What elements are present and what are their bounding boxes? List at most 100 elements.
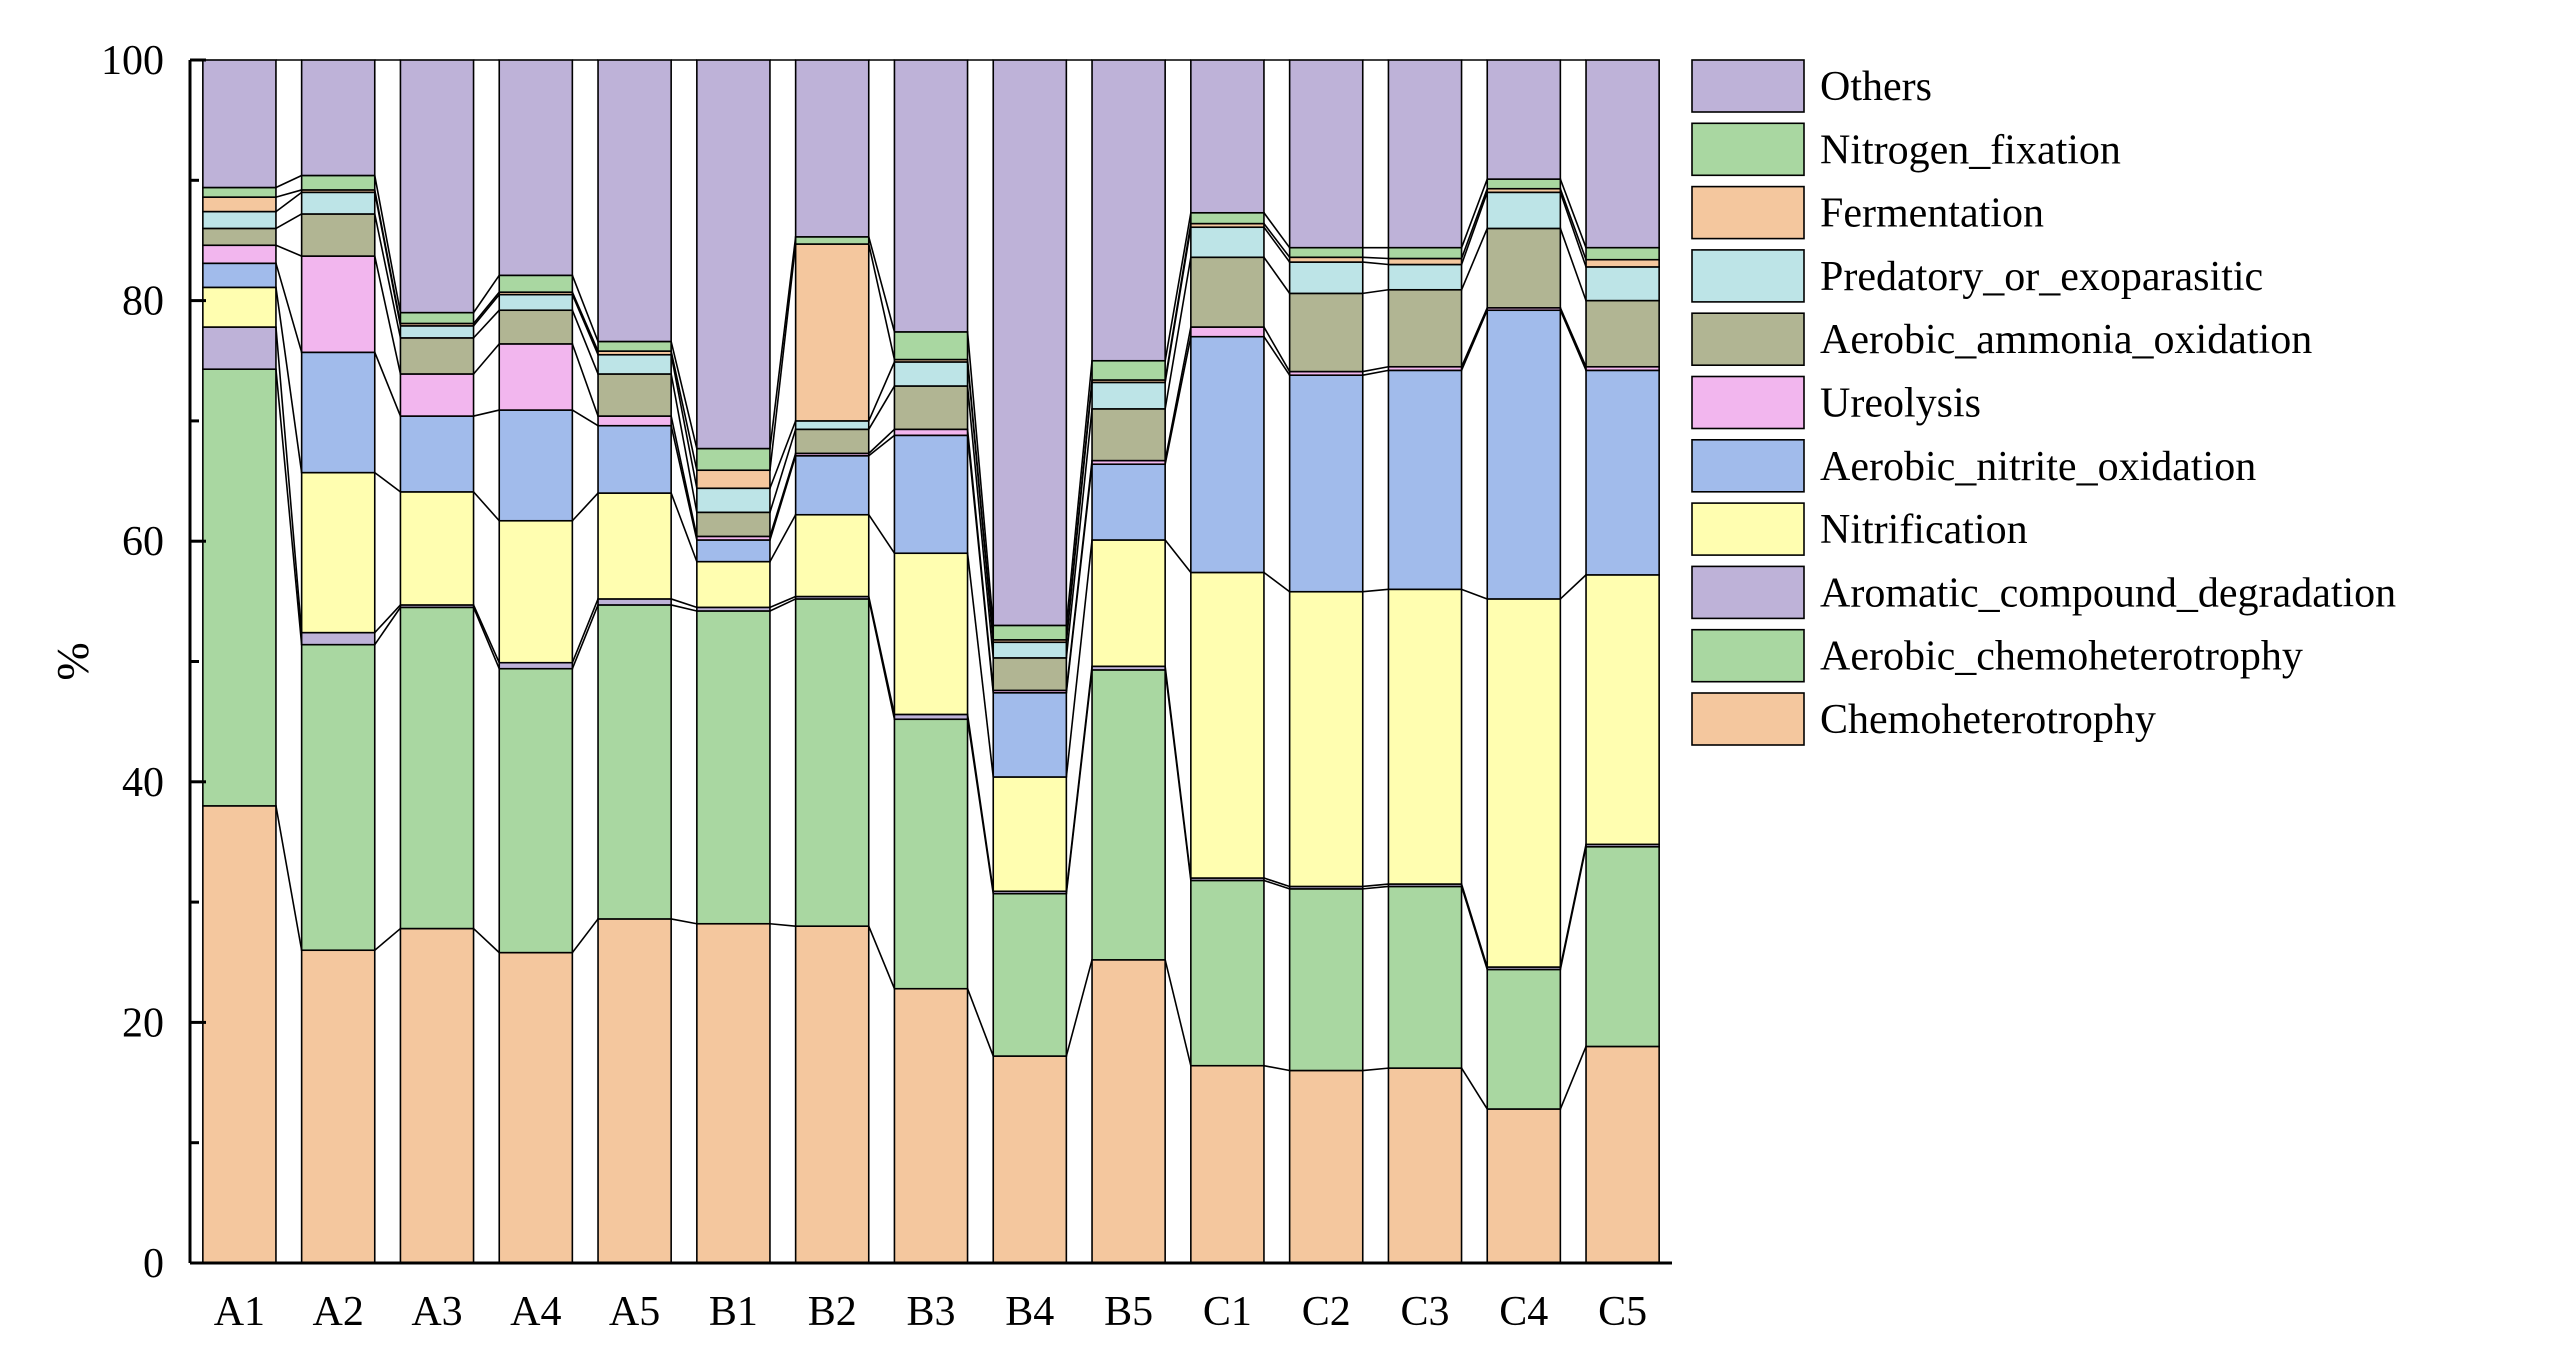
x-tick-label-c5: C5 [1598, 1289, 1647, 1335]
legend-label-ureolysis: Ureolysis [1820, 381, 1981, 427]
bar-segment-a4-nitrogen-fixation [498, 274, 574, 293]
bar-segment-b5-nitrogen-fixation [1091, 359, 1166, 381]
bar-segment-c3-others [1387, 59, 1463, 249]
connector-b2-b3-nitrification [868, 514, 896, 554]
connector-a3-a4-nitrification [472, 491, 500, 522]
connector-c1-c2-aerobic-chemoheterotrophy [1263, 879, 1290, 890]
bar-segment-b2-chemoheterotrophy [794, 925, 870, 1264]
bar-segment-a2-ureolysis [300, 255, 376, 354]
x-tick-label-c1: C1 [1203, 1289, 1252, 1335]
bar-segment-a5-chemoheterotrophy [597, 918, 672, 1264]
bar-segment-b1-nitrification [696, 560, 771, 609]
bar-segment-c2-nitrification [1288, 590, 1364, 888]
connector-c4-c5-aromatic-compound-degradation [1559, 844, 1587, 968]
bar-segment-c2-aerobic-chemoheterotrophy [1288, 888, 1364, 1072]
legend-swatch-ureolysis [1691, 375, 1805, 430]
y-tick-label-20: 20 [122, 1000, 164, 1046]
bar-segment-c2-chemoheterotrophy [1288, 1069, 1364, 1264]
bar-segment-a3-others [399, 59, 475, 314]
connector-a4-a5-aromatic-compound-degradation [571, 598, 599, 663]
connector-c3-c4-fermentation [1460, 188, 1488, 259]
connector-a3-a4-aromatic-compound-degradation [472, 604, 500, 664]
connector-b1-b2-aerobic-chemoheterotrophy [769, 598, 796, 612]
bar-segment-a1-predatory-or-exoparasitic [202, 210, 277, 230]
bar-segment-a3-aerobic-nitrite-oxidation [399, 415, 475, 493]
y-tick-label-40: 40 [122, 760, 164, 806]
bar-segment-b3-nitrification [893, 552, 969, 716]
bar-segment-a3-ureolysis [399, 373, 475, 417]
bar-segment-b2-aerobic-chemoheterotrophy [794, 598, 870, 927]
connector-c3-c4-aerobic-ammonia-oxidation [1460, 228, 1488, 291]
x-tick-label-a3: A3 [411, 1289, 462, 1335]
bar-segment-b3-predatory-or-exoparasitic [893, 361, 969, 387]
y-tick-label-60: 60 [122, 519, 164, 565]
bar-segment-c1-ureolysis [1190, 326, 1265, 338]
connector-b5-c1-aerobic-ammonia-oxidation [1164, 257, 1192, 410]
bar-segment-b1-predatory-or-exoparasitic [696, 487, 771, 514]
bar-segment-b2-nitrogen-fixation [794, 236, 870, 245]
bar-segment-a4-aerobic-nitrite-oxidation [498, 409, 574, 522]
connector-a4-a5-predatory-or-exoparasitic [571, 294, 599, 356]
connector-a5-b1-chemoheterotrophy [671, 918, 697, 925]
connector-c2-c3-ureolysis [1362, 365, 1389, 373]
x-tick-label-c4: C4 [1499, 1289, 1548, 1335]
legend-swatch-nitrification [1691, 502, 1805, 556]
connector-c4-c5-ureolysis [1559, 307, 1587, 368]
y-tick-label-80: 80 [122, 279, 164, 325]
x-tick-label-c2: C2 [1302, 1289, 1351, 1335]
bar-segment-a2-nitrogen-fixation [300, 174, 376, 191]
connector-b4-b5-nitrification [1065, 539, 1093, 778]
connector-b1-b2-nitrification [769, 514, 797, 563]
connector-a2-a3-ureolysis [373, 255, 402, 375]
connector-c2-c3-nitrification [1362, 588, 1389, 593]
bar-segment-a5-aromatic-compound-degradation [597, 598, 672, 606]
bar-segment-c5-chemoheterotrophy [1585, 1045, 1660, 1264]
connector-b3-b4-nitrification [966, 553, 995, 778]
bar-segment-a1-others [202, 59, 277, 189]
connector-a3-a4-aerobic-nitrite-oxidation [473, 409, 500, 417]
legend-label-aerobic-chemoheterotrophy: Aerobic_chemoheterotrophy [1820, 634, 2303, 680]
x-tick-label-a4: A4 [510, 1289, 561, 1335]
bar-segment-b5-nitrification [1091, 539, 1166, 668]
connector-a4-a5-fermentation [571, 291, 599, 352]
legend-label-others: Others [1820, 64, 1932, 110]
bar-segment-a1-ureolysis [202, 244, 277, 265]
bar-segment-c2-others [1288, 59, 1364, 249]
connector-a4-a5-ureolysis [571, 343, 599, 417]
bar-segment-a1-fermentation [202, 196, 277, 213]
connector-b1-b2-chemoheterotrophy [769, 922, 796, 927]
bar-segment-b5-predatory-or-exoparasitic [1091, 381, 1166, 410]
bar-segment-a5-ureolysis [597, 415, 672, 427]
bar-segment-b5-others [1091, 59, 1166, 362]
connector-c1-c2-aerobic-ammonia-oxidation [1263, 256, 1291, 294]
bar-segment-b4-aerobic-ammonia-oxidation [992, 657, 1068, 692]
bar-segment-c4-aerobic-ammonia-oxidation [1486, 227, 1562, 309]
bar-segment-c1-nitrogen-fixation [1190, 211, 1265, 225]
connector-c2-c3-chemoheterotrophy [1362, 1067, 1389, 1072]
bar-segment-a2-aerobic-ammonia-oxidation [300, 213, 376, 257]
connector-c4-c5-chemoheterotrophy [1559, 1046, 1587, 1110]
connector-b3-b4-aromatic-compound-degradation [966, 714, 995, 892]
x-tick-label-a2: A2 [313, 1289, 364, 1335]
connector-a4-a5-nitrification [571, 492, 599, 522]
connector-a2-a3-nitrification [374, 471, 401, 493]
connector-a1-a2-aerobic-chemoheterotrophy [275, 369, 303, 645]
bar-segment-c5-fermentation [1585, 258, 1660, 268]
x-tick-label-a1: A1 [214, 1289, 265, 1335]
connector-b1-b2-aerobic-ammonia-oxidation [769, 429, 797, 513]
connector-c1-c2-nitrogen-fixation [1263, 212, 1291, 249]
connector-a3-a4-predatory-or-exoparasitic [472, 294, 500, 327]
connector-c2-c3-aerobic-chemoheterotrophy [1362, 885, 1389, 890]
bar-segment-a5-predatory-or-exoparasitic [597, 353, 672, 375]
x-tick-label-b4: B4 [1005, 1289, 1054, 1335]
connector-b5-c1-nitrogen-fixation [1164, 212, 1192, 361]
connector-b5-c1-fermentation [1164, 223, 1192, 381]
bar-segment-c5-aerobic-ammonia-oxidation [1585, 299, 1660, 368]
legend-swatch-fermentation [1691, 185, 1805, 240]
bar-segment-c5-others [1585, 59, 1660, 249]
connector-b1-b2-predatory-or-exoparasitic [769, 420, 797, 489]
bar-segment-c2-predatory-or-exoparasitic [1288, 261, 1364, 295]
bar-segment-a1-aerobic-nitrite-oxidation [202, 262, 277, 289]
